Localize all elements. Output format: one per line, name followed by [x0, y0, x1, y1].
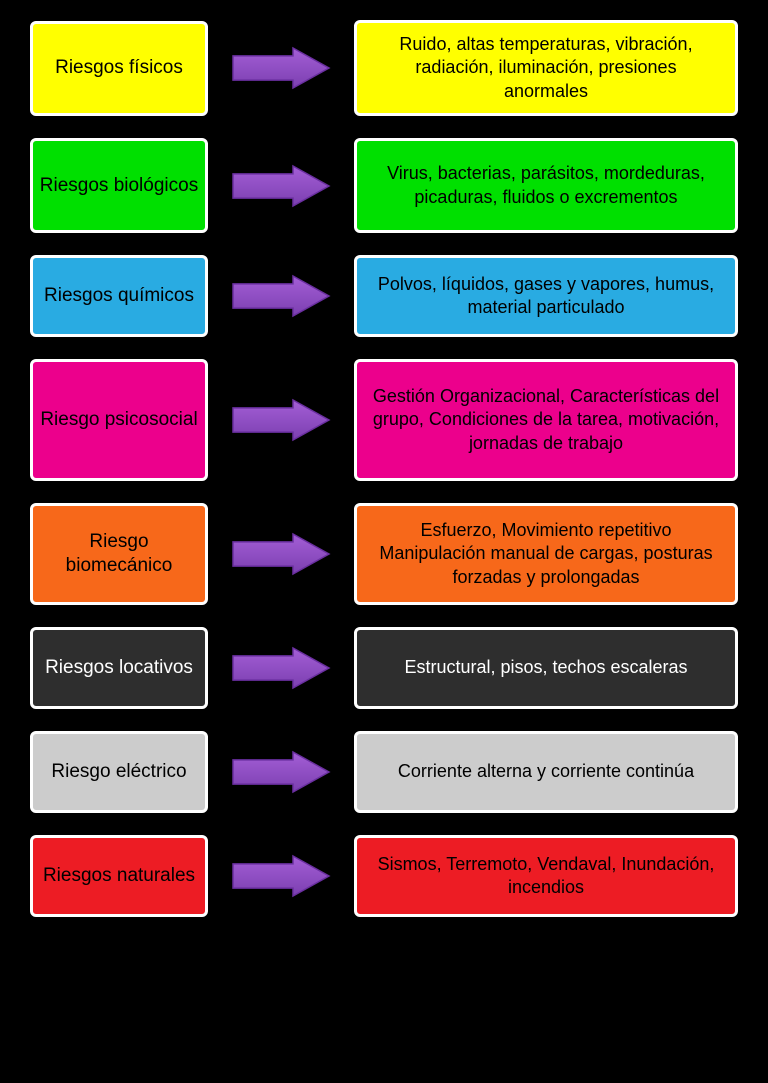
risk-row: Riesgos locativos Estructural, pisos, te… [30, 627, 738, 709]
risk-diagram: Riesgos físicos Ruido, altas temperatura… [30, 20, 738, 917]
description-box: Virus, bacterias, parásitos, mordeduras,… [354, 138, 738, 233]
arrow-container [226, 646, 336, 690]
category-box: Riesgos locativos [30, 627, 208, 709]
risk-row: Riesgo psicosocial Gestión Organizaciona… [30, 359, 738, 481]
description-box: Estructural, pisos, techos escaleras [354, 627, 738, 709]
risk-row: Riesgo eléctrico Corriente alterna y cor… [30, 731, 738, 813]
arrow-container [226, 854, 336, 898]
category-box: Riesgo psicosocial [30, 359, 208, 481]
description-box: Ruido, altas temperaturas, vibración, ra… [354, 20, 738, 116]
arrow-container [226, 164, 336, 208]
arrow-icon [231, 532, 331, 576]
arrow-icon [231, 46, 331, 90]
arrow-container [226, 532, 336, 576]
category-box: Riesgos físicos [30, 21, 208, 116]
arrow-icon [231, 398, 331, 442]
arrow-icon [231, 646, 331, 690]
arrow-container [226, 46, 336, 90]
risk-row: Riesgos químicos Polvos, líquidos, gases… [30, 255, 738, 337]
arrow-container [226, 274, 336, 318]
arrow-icon [231, 274, 331, 318]
description-box: Polvos, líquidos, gases y vapores, humus… [354, 255, 738, 337]
arrow-icon [231, 164, 331, 208]
risk-row: Riesgo biomecánico Esfuerzo, Movimiento … [30, 503, 738, 605]
description-box: Gestión Organizacional, Características … [354, 359, 738, 481]
arrow-container [226, 750, 336, 794]
description-box: Esfuerzo, Movimiento repetitivo Manipula… [354, 503, 738, 605]
description-box: Sismos, Terremoto, Vendaval, Inundación,… [354, 835, 738, 917]
risk-row: Riesgos naturales Sismos, Terremoto, Ven… [30, 835, 738, 917]
description-box: Corriente alterna y corriente continúa [354, 731, 738, 813]
category-box: Riesgos biológicos [30, 138, 208, 233]
category-box: Riesgo biomecánico [30, 503, 208, 605]
risk-row: Riesgos biológicos Virus, bacterias, par… [30, 138, 738, 233]
arrow-container [226, 398, 336, 442]
category-box: Riesgo eléctrico [30, 731, 208, 813]
category-box: Riesgos naturales [30, 835, 208, 917]
risk-row: Riesgos físicos Ruido, altas temperatura… [30, 20, 738, 116]
arrow-icon [231, 854, 331, 898]
arrow-icon [231, 750, 331, 794]
category-box: Riesgos químicos [30, 255, 208, 337]
